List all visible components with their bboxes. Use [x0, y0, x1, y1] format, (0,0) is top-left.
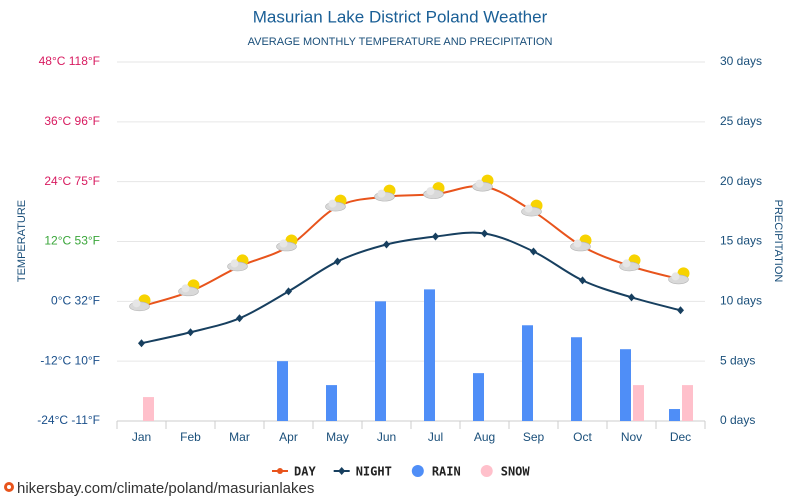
y2-tick-label: 30 days [720, 54, 762, 68]
icon-cloud-puff [426, 187, 435, 196]
bar [143, 397, 154, 421]
bar [424, 289, 435, 421]
icon-cloud-puff [475, 179, 484, 188]
x-tick-label: Oct [573, 430, 592, 444]
icon-cloud-puff [622, 259, 631, 268]
y-tick-label: 12°C 53°F [44, 234, 100, 248]
night-marker [187, 328, 194, 337]
y-tick-label: 36°C 96°F [44, 114, 100, 128]
x-tick-label: Dec [670, 430, 691, 444]
night-marker [530, 247, 537, 256]
bar [669, 409, 680, 421]
y2-axis-title: PRECIPITATION [772, 200, 784, 283]
night-marker [383, 240, 390, 249]
y2-tick-label: 20 days [720, 174, 762, 188]
legend-swatch [411, 465, 424, 477]
legend-label: SNOW [501, 465, 531, 479]
bar [326, 385, 337, 421]
x-tick-label: Mar [229, 430, 250, 444]
x-tick-label: Aug [474, 430, 495, 444]
y-tick-label: 0°C 32°F [51, 294, 100, 308]
weather-icon [276, 234, 298, 252]
x-tick-label: Jan [132, 430, 151, 444]
legend-swatch-marker [338, 467, 346, 475]
x-tick-label: Sep [523, 430, 545, 444]
y-axis-title: TEMPERATURE [16, 200, 28, 282]
weather-icon [374, 184, 396, 202]
weather-icon [570, 234, 592, 252]
y2-tick-label: 10 days [720, 294, 762, 308]
icon-cloud-puff [573, 239, 582, 248]
x-tick-label: Feb [180, 430, 201, 444]
bar [522, 325, 533, 421]
weather-icon [472, 174, 494, 192]
y-tick-label: 24°C 75°F [44, 174, 100, 188]
night-marker [432, 232, 439, 241]
weather-icon [521, 199, 543, 217]
x-tick-label: Jul [428, 430, 443, 444]
weather-icon [178, 279, 200, 297]
bar [620, 349, 631, 421]
chart-subtitle: AVERAGE MONTHLY TEMPERATURE AND PRECIPIT… [248, 36, 553, 48]
weather-icon [227, 254, 249, 272]
bar [633, 385, 644, 421]
footer: hikersbay.com/climate/poland/masurianlak… [4, 480, 314, 497]
footer-icon-dot [7, 485, 11, 489]
bar [277, 361, 288, 421]
footer-text: hikersbay.com/climate/poland/masurianlak… [17, 480, 314, 497]
bar [682, 385, 693, 421]
night-marker [334, 257, 341, 266]
icon-cloud-puff [328, 199, 337, 208]
line [141, 231, 681, 345]
weather-icon [325, 194, 347, 212]
night-marker [677, 306, 684, 315]
weather-icon [668, 267, 690, 285]
x-tick-label: Jun [377, 430, 396, 444]
y2-tick-label: 25 days [720, 114, 762, 128]
x-tick-label: Apr [279, 430, 298, 444]
icon-cloud-puff [230, 259, 239, 268]
x-tick-label: May [326, 430, 349, 444]
y-tick-label: 48°C 118°F [39, 54, 100, 68]
legend-swatch [480, 465, 493, 477]
icon-cloud-puff [524, 204, 533, 213]
icon-cloud-puff [132, 299, 141, 308]
y2-tick-label: 0 days [720, 413, 755, 427]
y-tick-label: -24°C -11°F [37, 413, 100, 427]
night-marker [481, 229, 488, 238]
legend-label: DAY [294, 465, 316, 479]
legend-label: NIGHT [356, 465, 392, 479]
y2-tick-label: 15 days [720, 234, 762, 248]
night-marker [579, 276, 586, 285]
weather-icon [129, 294, 151, 312]
night-marker [628, 293, 635, 302]
chart-title: Masurian Lake District Poland Weather [253, 7, 548, 26]
night-marker [285, 287, 292, 296]
bar [571, 337, 582, 421]
night-marker [138, 339, 145, 348]
weather-icon [619, 254, 641, 272]
weather-icon [423, 182, 445, 199]
bar [375, 301, 386, 421]
legend: DAY NIGHT RAIN SNOW [272, 465, 530, 479]
bar [473, 373, 484, 421]
icon-cloud-puff [671, 272, 680, 281]
y2-tick-label: 5 days [720, 353, 755, 367]
y-tick-label: -12°C 10°F [40, 353, 100, 367]
icon-cloud-puff [181, 284, 190, 293]
icon-cloud-puff [279, 239, 288, 248]
legend-label: RAIN [432, 465, 461, 479]
x-tick-label: Nov [621, 430, 642, 444]
night-marker [236, 314, 243, 323]
legend-swatch-marker [277, 468, 283, 474]
icon-cloud-puff [377, 189, 386, 198]
